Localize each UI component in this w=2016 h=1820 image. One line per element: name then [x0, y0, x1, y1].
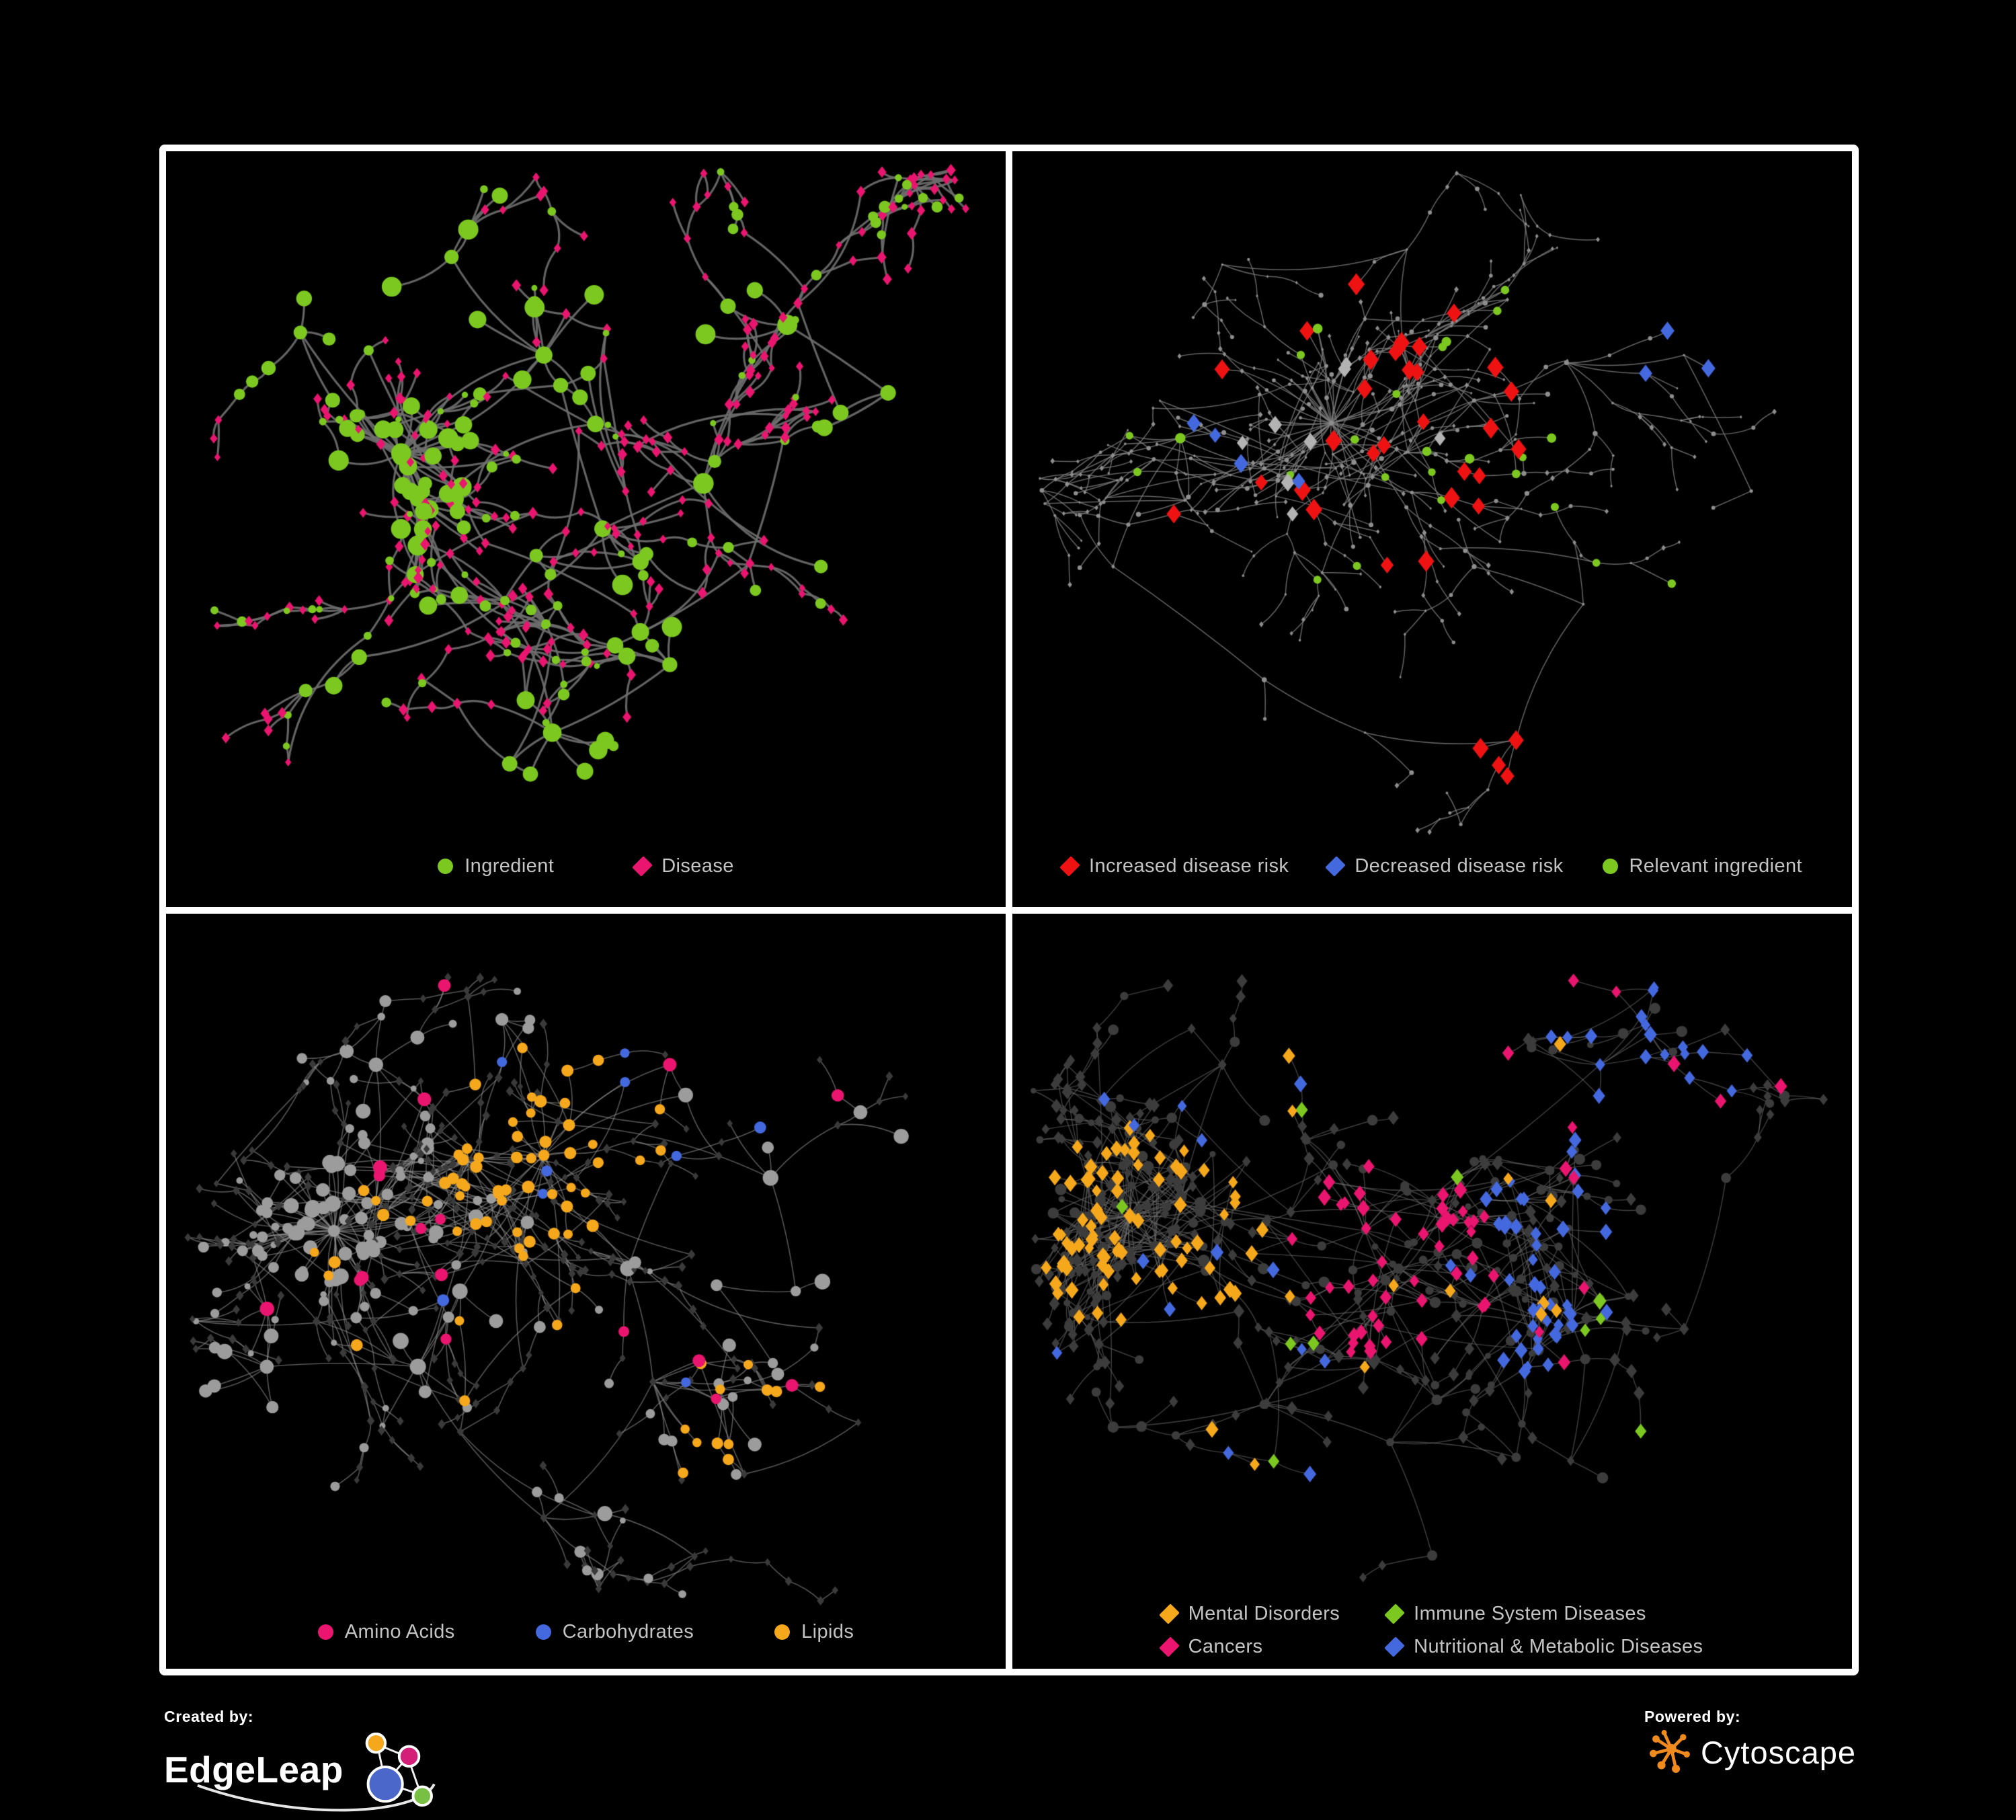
disease-classes-legend: Mental Disorders Immune System Diseases Ca… — [1012, 1603, 1852, 1658]
edgeleap-credit: Created by: EdgeLeap — [164, 1708, 442, 1812]
ingredient-classes-network-canvas — [166, 913, 1006, 1669]
cytoscape-lockup: Cytoscape — [1644, 1727, 1856, 1777]
panel-grid: Ingredient Disease Increased disease risk… — [159, 145, 1859, 1675]
diamond-marker-icon — [1325, 855, 1346, 877]
edgeleap-lockup: EdgeLeap — [164, 1730, 442, 1812]
diamond-marker-icon — [1384, 1604, 1405, 1624]
cytoscape-logo-icon — [1650, 1730, 1690, 1773]
legend-item-nutritional-metabolic-diseases: Nutritional & Metabolic Diseases — [1384, 1636, 1703, 1658]
diamond-marker-icon — [1384, 1636, 1405, 1657]
circle-marker-icon — [317, 1624, 333, 1640]
legend-label: Decreased disease risk — [1355, 855, 1564, 877]
edgeleap-logo-icon — [197, 1732, 436, 1812]
created-by-label: Created by: — [164, 1708, 254, 1725]
ingredient-disease-legend: Ingredient Disease — [166, 855, 1006, 877]
figure-footer: Created by: EdgeLeap — [164, 1708, 1856, 1812]
legend-item-ingredient: Ingredient — [438, 855, 554, 877]
legend-item-disease: Disease — [632, 855, 734, 877]
legend-item-cancers: Cancers — [1158, 1636, 1263, 1658]
network-panel-ingredient-disease: Ingredient Disease — [166, 151, 1006, 907]
legend-item-mental-disorders: Mental Disorders — [1158, 1603, 1340, 1625]
legend-label: Increased disease risk — [1088, 855, 1289, 877]
legend-item-amino-acids: Amino Acids — [317, 1621, 455, 1643]
cytoscape-wordmark: Cytoscape — [1700, 1734, 1856, 1770]
circle-marker-icon — [1602, 858, 1618, 874]
disease-risk-legend: Increased disease risk Decreased disease … — [1012, 855, 1852, 877]
legend-label: Nutritional & Metabolic Diseases — [1414, 1636, 1703, 1657]
legend-label: Mental Disorders — [1188, 1603, 1340, 1624]
circle-marker-icon — [774, 1624, 791, 1640]
legend-label: Ingredient — [465, 855, 555, 877]
legend-label: Immune System Diseases — [1414, 1603, 1646, 1624]
ingredient-disease-network-canvas — [166, 151, 1006, 906]
diamond-marker-icon — [632, 855, 653, 877]
diamond-marker-icon — [1158, 1636, 1180, 1657]
diamond-marker-icon — [1059, 855, 1080, 877]
circle-marker-icon — [535, 1624, 551, 1640]
legend-item-carbohydrates: Carbohydrates — [535, 1621, 694, 1643]
network-panel-ingredient-classes: Amino Acids Carbohydrates Lipids — [166, 913, 1006, 1669]
disease-risk-network-canvas — [1012, 151, 1852, 906]
disease-classes-network-canvas — [1012, 913, 1852, 1669]
powered-by-label: Powered by: — [1644, 1708, 1741, 1725]
ingredient-classes-legend: Amino Acids Carbohydrates Lipids — [166, 1621, 1006, 1643]
legend-item-immune-system-diseases: Immune System Diseases — [1384, 1603, 1646, 1625]
legend-label: Lipids — [801, 1621, 854, 1643]
legend-item-increased-disease-risk: Increased disease risk — [1059, 855, 1289, 877]
edgeleap-wordmark: EdgeLeap — [164, 1749, 344, 1790]
network-panel-disease-classes: Mental Disorders Immune System Diseases Ca… — [1012, 913, 1852, 1669]
cytoscape-credit: Powered by: — [1644, 1708, 1856, 1777]
legend-item-decreased-disease-risk: Decreased disease risk — [1325, 855, 1564, 877]
circle-marker-icon — [438, 858, 454, 874]
legend-label: Carbohydrates — [562, 1621, 694, 1643]
legend-label: Cancers — [1188, 1636, 1263, 1657]
network-panel-disease-risk: Increased disease risk Decreased disease … — [1012, 151, 1852, 907]
legend-label: Amino Acids — [344, 1621, 455, 1643]
legend-item-relevant-ingredient: Relevant ingredient — [1602, 855, 1803, 877]
legend-label: Disease — [661, 855, 734, 877]
legend-item-lipids: Lipids — [774, 1621, 854, 1643]
diamond-marker-icon — [1158, 1604, 1180, 1624]
legend-label: Relevant ingredient — [1629, 855, 1803, 877]
